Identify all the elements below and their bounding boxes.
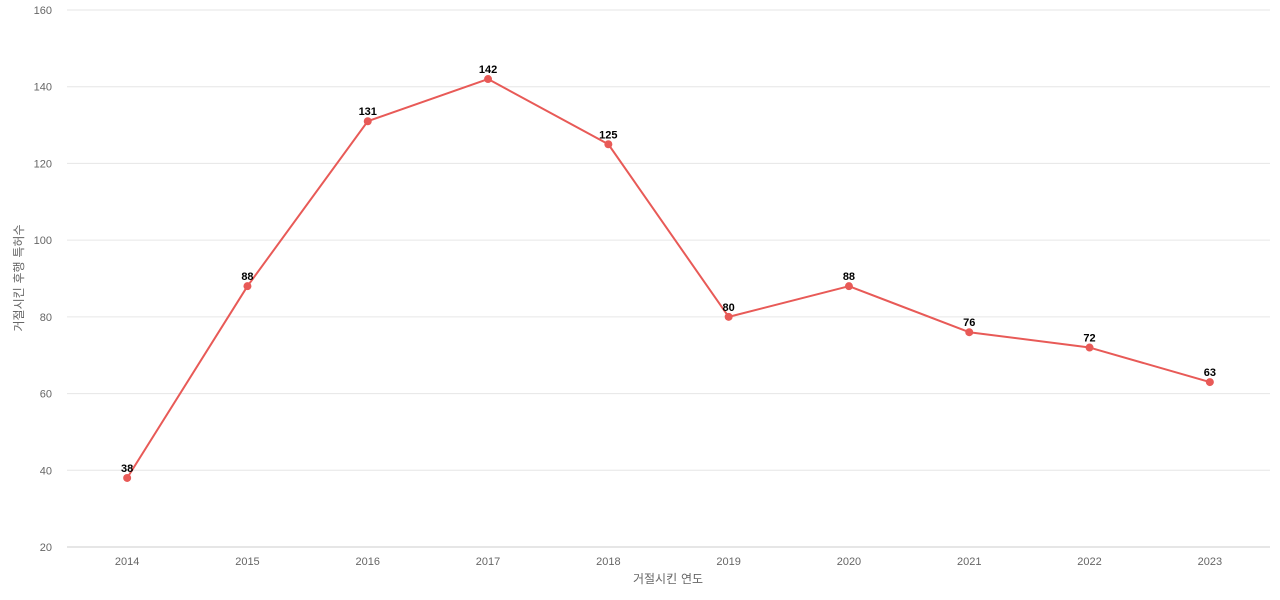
y-tick-label: 100 (34, 235, 52, 247)
data-label: 38 (121, 463, 133, 475)
data-label: 80 (723, 302, 735, 314)
y-axis-title: 거절시킨 후행 특허수 (11, 225, 26, 332)
y-tick-label: 120 (34, 158, 52, 170)
data-point[interactable] (363, 117, 372, 126)
points-layer (123, 75, 1214, 482)
x-tick-label: 2023 (1198, 556, 1222, 568)
data-point[interactable] (1085, 343, 1094, 352)
y-tick-label: 140 (34, 82, 52, 94)
grid-layer (67, 9, 1270, 548)
y-tick-label: 160 (34, 5, 52, 17)
data-point[interactable] (1205, 378, 1214, 387)
data-point[interactable] (604, 140, 613, 149)
data-point[interactable] (123, 473, 132, 482)
series-layer (126, 78, 1211, 479)
data-label: 125 (599, 129, 617, 141)
x-tick-label: 2017 (476, 556, 500, 568)
x-axis-ticks: 2014 2015 2016 2017 2018 2019 2020 2021 2022 2023 (115, 556, 1222, 568)
y-tick-label: 40 (40, 465, 52, 477)
data-point[interactable] (484, 75, 493, 84)
y-tick-label: 60 (40, 389, 52, 401)
y-tick-label: 80 (40, 312, 52, 324)
x-tick-label: 2019 (716, 556, 740, 568)
data-label: 72 (1083, 333, 1095, 345)
y-axis-ticks: 20 40 60 80 100 120 140 160 (34, 5, 52, 554)
data-point[interactable] (844, 282, 853, 291)
x-tick-label: 2020 (837, 556, 861, 568)
data-point[interactable] (965, 328, 974, 337)
series-line (126, 78, 1211, 479)
data-label: 76 (963, 317, 975, 329)
x-axis-title: 거절시킨 연도 (633, 572, 703, 586)
data-label: 131 (359, 106, 377, 118)
data-labels-layer: 38 88 131 142 125 80 88 76 72 63 (121, 64, 1216, 475)
data-point[interactable] (724, 312, 733, 321)
data-label: 63 (1204, 367, 1216, 379)
data-label: 88 (241, 271, 253, 283)
x-tick-label: 2022 (1077, 556, 1101, 568)
x-tick-label: 2021 (957, 556, 981, 568)
data-label: 142 (479, 64, 497, 76)
data-point[interactable] (243, 282, 252, 291)
data-label: 88 (843, 271, 855, 283)
x-tick-label: 2016 (356, 556, 380, 568)
x-tick-label: 2015 (235, 556, 259, 568)
x-tick-label: 2014 (115, 556, 139, 568)
x-tick-label: 2018 (596, 556, 620, 568)
y-tick-label: 20 (40, 542, 52, 554)
